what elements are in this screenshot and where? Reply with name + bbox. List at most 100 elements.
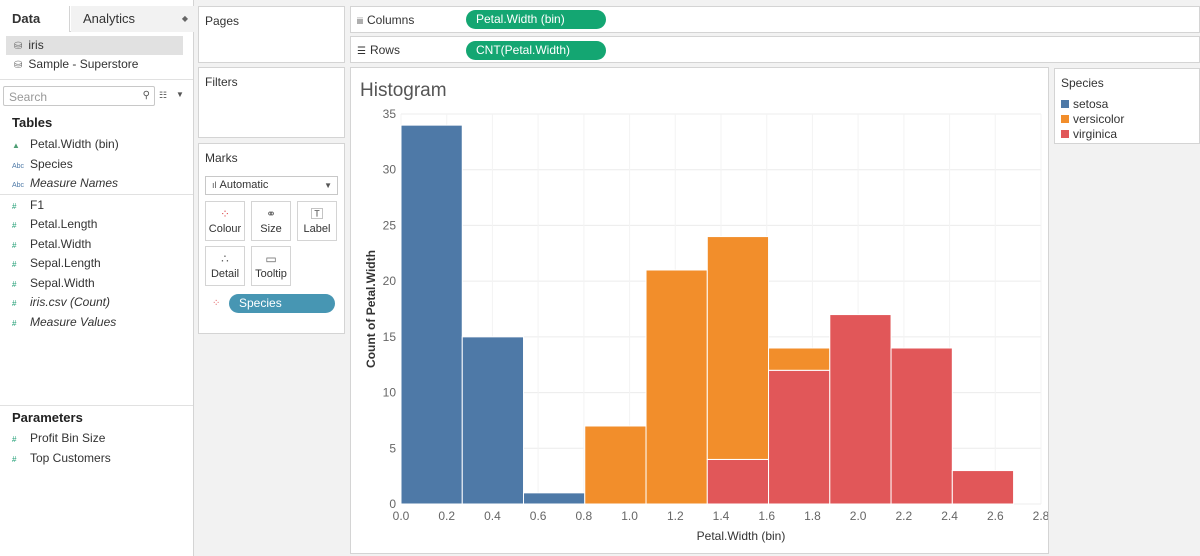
tooltip-button[interactable]: ▭ Tooltip <box>251 246 291 286</box>
mark-type-select[interactable]: ıl Automatic ▼ <box>205 176 338 195</box>
field-label: Petal.Width (bin) <box>30 137 119 151</box>
field-label: iris.csv (Count) <box>30 295 111 309</box>
histogram-chart[interactable]: 0 5 10 15 20 25 30 35 0.0 0.2 0.4 0.6 0.8 1.0 1.2 1.4 1.… <box>351 68 1048 553</box>
chevron-down-icon[interactable]: ▼ <box>176 90 184 99</box>
number-icon: # <box>12 455 17 464</box>
columns-text: Columns <box>367 13 415 27</box>
field-sepal-length[interactable]: # Sepal.Length <box>12 254 101 273</box>
search-icon[interactable]: ⚲ <box>142 90 150 101</box>
tab-analytics-label: Analytics <box>83 11 136 26</box>
datasource-label: Sample - Superstore <box>28 57 139 71</box>
columns-pill[interactable]: Petal.Width (bin) <box>466 10 606 29</box>
bar-virginica[interactable] <box>951 470 1015 505</box>
tab-analytics[interactable]: Analytics ◆ <box>71 6 194 32</box>
y-tick-label: 35 <box>383 107 397 121</box>
pane-tabs: Data Analytics ◆ <box>0 6 194 32</box>
bar-versicolor[interactable] <box>584 425 647 505</box>
tables-title: Tables <box>12 115 53 130</box>
bar-setosa[interactable] <box>461 336 525 505</box>
pages-title: Pages <box>205 14 240 28</box>
legend-label: virginica <box>1073 127 1118 141</box>
param-profit-bin-size[interactable]: # Profit Bin Size <box>12 429 105 448</box>
field-petal-width[interactable]: # Petal.Width <box>12 235 91 254</box>
rows-pill[interactable]: CNT(Petal.Width) <box>466 41 606 60</box>
field-label: Sepal.Width <box>30 276 95 290</box>
legend-label: setosa <box>1073 97 1109 111</box>
field-petal-length[interactable]: # Petal.Length <box>12 215 97 234</box>
datasource-superstore[interactable]: ⛁ Sample - Superstore <box>6 55 183 74</box>
bar-virginica[interactable] <box>706 458 770 505</box>
bar-setosa[interactable] <box>400 124 463 505</box>
legend-swatch <box>1061 100 1069 108</box>
rows-shelf[interactable]: ☰ Rows CNT(Petal.Width) <box>350 36 1200 63</box>
bar-versicolor[interactable] <box>706 236 770 460</box>
x-tick-label: 1.0 <box>621 509 638 523</box>
species-colour-pill[interactable]: Species <box>229 294 335 313</box>
mark-type-value: Automatic <box>219 179 269 191</box>
label-button[interactable]: 🅃 Label <box>297 201 337 241</box>
datasource-label: iris <box>28 38 44 52</box>
y-tick-label: 10 <box>383 386 397 400</box>
columns-icon: iii <box>357 16 363 26</box>
legend-title: Species <box>1061 76 1104 90</box>
size-button[interactable]: ⚭ Size <box>251 201 291 241</box>
legend-item-versicolor[interactable]: versicolor <box>1061 112 1124 127</box>
chart-view[interactable]: Histogram 0 5 10 15 20 25 30 35 0.0 0.2 0.4 0.6 0.8 1… <box>350 67 1049 554</box>
detail-label: Detail <box>210 268 240 280</box>
y-tick-label: 0 <box>389 497 396 511</box>
legend-item-virginica[interactable]: virginica <box>1061 127 1117 142</box>
field-measure-names[interactable]: Abc Measure Names <box>12 174 118 193</box>
field-iris-count[interactable]: # iris.csv (Count) <box>12 293 110 312</box>
tab-data[interactable]: Data <box>0 6 70 32</box>
bar-virginica[interactable] <box>829 314 892 505</box>
search-input[interactable]: Search ⚲ <box>3 86 155 106</box>
x-tick-label: 2.8 <box>1033 509 1048 523</box>
field-label: Petal.Length <box>30 217 98 231</box>
chevron-down-icon[interactable]: ◆ <box>181 14 188 23</box>
x-tick-label: 2.0 <box>850 509 867 523</box>
field-petal-width-bin[interactable]: ▲ Petal.Width (bin) <box>12 135 119 154</box>
label-label: Label <box>303 223 331 235</box>
x-tick-label: 0.4 <box>484 509 501 523</box>
field-label: F1 <box>30 198 45 212</box>
filters-card[interactable]: Filters <box>198 67 345 138</box>
label-icon: 🅃 <box>310 207 323 221</box>
search-placeholder: Search <box>9 90 48 104</box>
number-icon: # <box>12 202 17 211</box>
tooltip-label: Tooltip <box>255 268 287 280</box>
size-label: Size <box>260 223 282 235</box>
field-label: Species <box>30 157 73 171</box>
species-legend[interactable]: Species setosa versicolor virginica <box>1054 68 1200 144</box>
string-icon: Abc <box>12 182 25 189</box>
colour-label: Colour <box>208 223 242 235</box>
view-list-icon[interactable]: ☷ <box>159 90 168 100</box>
number-icon: # <box>12 435 17 444</box>
y-tick-label: 15 <box>383 330 397 344</box>
detail-button[interactable]: ∴ Detail <box>205 246 245 286</box>
field-f1[interactable]: # F1 <box>12 196 44 215</box>
bar-virginica[interactable] <box>768 369 831 505</box>
field-measure-values[interactable]: # Measure Values <box>12 313 116 332</box>
legend-swatch <box>1061 130 1069 138</box>
legend-item-setosa[interactable]: setosa <box>1061 97 1108 112</box>
field-sepal-width[interactable]: # Sepal.Width <box>12 274 95 293</box>
param-top-customers[interactable]: # Top Customers <box>12 449 111 468</box>
datasource-iris[interactable]: ⛁ iris <box>6 36 183 55</box>
columns-shelf[interactable]: iii Columns Petal.Width (bin) <box>350 6 1200 33</box>
number-icon: # <box>12 280 17 289</box>
pages-card[interactable]: Pages <box>198 6 345 63</box>
bar-setosa[interactable] <box>523 492 586 505</box>
field-label: Top Customers <box>30 451 111 465</box>
size-icon: ⚭ <box>265 207 277 221</box>
rows-label: ☰ Rows <box>357 43 400 57</box>
bar-versicolor[interactable] <box>645 269 708 505</box>
divider <box>0 79 193 80</box>
bar-versicolor[interactable] <box>768 347 831 371</box>
marks-title: Marks <box>205 151 238 165</box>
bar-virginica[interactable] <box>890 347 953 505</box>
number-icon: # <box>12 299 17 308</box>
y-tick-label: 5 <box>389 441 396 455</box>
x-tick-label: 2.2 <box>896 509 913 523</box>
colour-button[interactable]: ⁘ Colour <box>205 201 245 241</box>
field-species[interactable]: Abc Species <box>12 155 73 174</box>
